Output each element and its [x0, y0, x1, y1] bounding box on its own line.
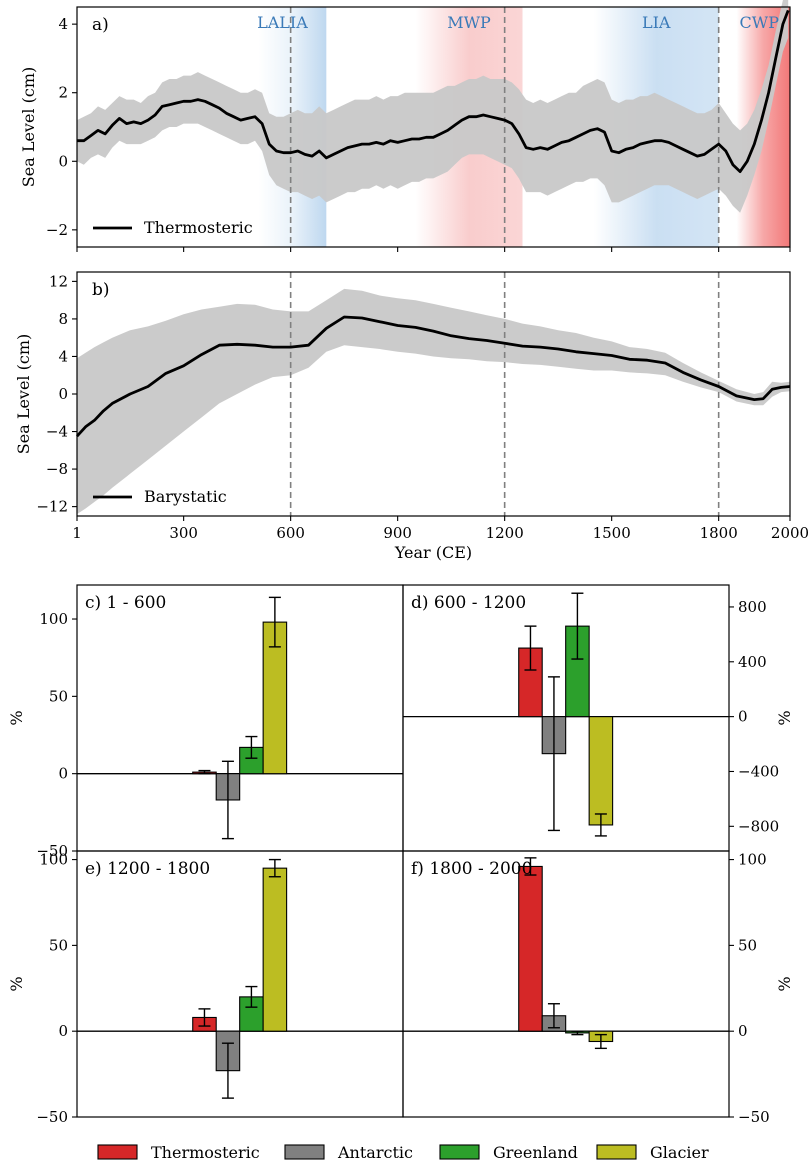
- x-tick-label: 600: [276, 524, 305, 542]
- bar-thermosteric: [518, 865, 543, 1032]
- y-tick-label: 8: [58, 310, 68, 328]
- series-line-thermosteric: [77, 9, 790, 174]
- panel-label: a): [92, 15, 109, 35]
- panel-c: −50 0 50 100% c) 1 - 600: [7, 584, 404, 860]
- panel-label: e) 1200 - 1800: [85, 859, 210, 879]
- y-axis-label: %: [775, 710, 794, 725]
- legend-label-thermosteric: Thermosteric: [151, 1143, 260, 1162]
- panel-label: c) 1 - 600: [85, 593, 166, 613]
- y-tick-label: 0: [58, 152, 68, 170]
- panel-label: d) 600 - 1200: [411, 593, 526, 613]
- y-tick-label: 4: [58, 15, 68, 33]
- legend-label-glacier: Glacier: [650, 1143, 709, 1162]
- legend-label-thermosteric: Thermosteric: [144, 218, 253, 237]
- y-axis-label: Sea Level (cm): [14, 334, 33, 454]
- panel-d: −800 −400 0 400 800% d) 600 - 1200: [402, 584, 794, 852]
- y-tick-label: −50: [738, 1108, 770, 1126]
- y-axis-label: Sea Level (cm): [19, 67, 38, 187]
- legend-swatch-greenland: [439, 1144, 480, 1160]
- bar-glacier: [262, 867, 288, 1032]
- y-tick-label: 4: [58, 347, 68, 365]
- period-label-cwp: CWP: [740, 13, 780, 32]
- period-label-lalia: LALIA: [257, 13, 308, 32]
- y-tick-label: 2: [58, 84, 68, 102]
- y-tick-label: −400: [738, 762, 779, 780]
- legend-swatch-thermosteric: [97, 1144, 138, 1160]
- x-axis-label: Year (CE): [394, 543, 472, 562]
- plot-frame: [76, 850, 404, 1118]
- plot-frame: [76, 584, 404, 852]
- legend-label-antarctic: Antarctic: [337, 1143, 413, 1162]
- y-tick-label: −800: [738, 817, 779, 835]
- panel-label: b): [92, 280, 110, 300]
- legend-swatch-glacier: [596, 1144, 637, 1160]
- panel-e: −50 0 50 100% e) 1200 - 1800: [7, 850, 404, 1126]
- y-tick-label: −50: [36, 842, 68, 860]
- plot-frame: [402, 850, 730, 1118]
- period-label-lia: LIA: [642, 13, 671, 32]
- y-tick-label: −12: [36, 498, 68, 516]
- x-tick-label: 2000: [771, 524, 808, 542]
- uncertainty-band-barystatic: [77, 288, 790, 515]
- y-tick-label: 100: [39, 610, 68, 628]
- y-axis-label: %: [775, 976, 794, 991]
- y-tick-label: 0: [58, 1022, 68, 1040]
- period-label-mwp: MWP: [447, 13, 491, 32]
- y-axis-label: %: [7, 976, 26, 991]
- x-tick-label: 1800: [700, 524, 738, 542]
- y-tick-label: 12: [49, 272, 68, 290]
- legend-label-greenland: Greenland: [493, 1143, 578, 1162]
- uncertainty-band-thermosteric: [77, 0, 789, 213]
- y-tick-label: 400: [738, 653, 767, 671]
- series-line-barystatic: [75, 315, 791, 438]
- y-tick-label: 100: [39, 851, 68, 869]
- x-tick-label: 1: [72, 524, 82, 542]
- y-tick-label: 0: [738, 1022, 748, 1040]
- panel-label: f) 1800 - 2000: [411, 859, 532, 879]
- plot-frame: [76, 6, 791, 248]
- y-tick-label: 50: [49, 936, 68, 954]
- legend-swatch-antarctic: [284, 1144, 325, 1160]
- panel-a: LALIA MWP LIA CWP −2 0 2 4 Sea Level (cm) a) Therm…: [19, 0, 791, 252]
- y-tick-label: 0: [58, 765, 68, 783]
- y-tick-label: −4: [46, 423, 68, 441]
- x-tick-label: 300: [169, 524, 198, 542]
- y-tick-label: −8: [46, 460, 68, 478]
- x-tick-label: 900: [383, 524, 412, 542]
- x-tick-label: 1500: [593, 524, 631, 542]
- y-tick-label: 0: [58, 385, 68, 403]
- legend-label-barystatic: Barystatic: [144, 487, 227, 506]
- y-tick-label: −2: [46, 221, 68, 239]
- y-tick-label: 0: [738, 708, 748, 726]
- y-tick-label: 50: [49, 687, 68, 705]
- y-tick-label: 100: [738, 851, 767, 869]
- panel-f: −50 0 50 100% f) 1800 - 2000: [402, 850, 794, 1126]
- y-axis-label: %: [7, 710, 26, 725]
- y-tick-label: 800: [738, 598, 767, 616]
- x-tick-label: 1200: [486, 524, 524, 542]
- bar-legend: Thermosteric Antarctic Greenland Glacier: [97, 1143, 709, 1162]
- panel-b: −12 −8 −4 0 4 8 12 1 300 600 900 1200 1500 1800 2000 Se…: [14, 271, 808, 562]
- bar-glacier: [588, 716, 614, 826]
- y-tick-label: −50: [36, 1108, 68, 1126]
- y-tick-label: 50: [738, 936, 757, 954]
